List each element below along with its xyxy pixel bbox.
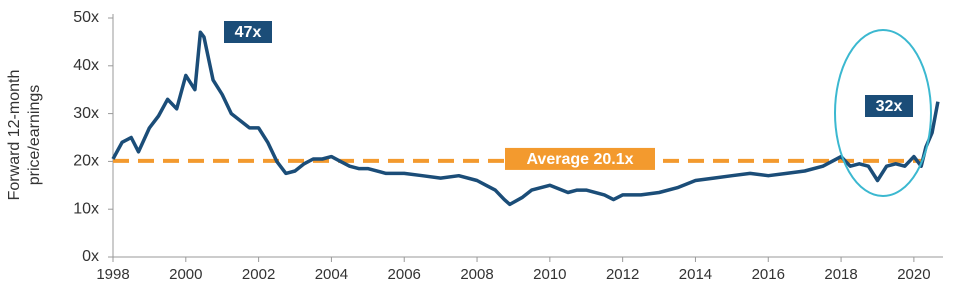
x-tick-label: 2008	[460, 266, 493, 283]
y-tick-label: 50x	[73, 9, 99, 26]
annotation-box	[224, 21, 272, 43]
x-tick-label: 2004	[315, 266, 348, 283]
y-axis-title-line: Forward 12-month	[6, 70, 23, 201]
x-tick-label: 2010	[533, 266, 566, 283]
y-tick-label: 10x	[73, 200, 99, 217]
x-tick-label: 2000	[169, 266, 202, 283]
y-tick-label: 30x	[73, 105, 99, 122]
y-axis-title: Forward 12-month price/earnings	[6, 70, 43, 201]
y-tick-label: 20x	[73, 153, 99, 170]
annotation: 32x	[876, 98, 903, 115]
x-tick-label: 2012	[606, 266, 639, 283]
x-tick-label: 1998	[96, 266, 129, 283]
y-tick-label: 0x	[82, 248, 99, 265]
x-tick-label: 2006	[388, 266, 421, 283]
y-tick-label: 40x	[73, 57, 99, 74]
reference-label-box	[505, 147, 655, 170]
highlight-circle	[834, 29, 932, 197]
x-tick-label: 2020	[897, 266, 930, 283]
data-line	[111, 30, 940, 207]
x-tick-label: 2002	[242, 266, 275, 283]
reference-label: Average 20.1x	[526, 151, 633, 168]
y-axis-title-line: price/earnings	[26, 85, 43, 186]
annotation: 47x	[235, 24, 262, 41]
annotation-box	[865, 95, 913, 117]
x-tick-label: 2014	[679, 266, 712, 283]
x-tick-label: 2016	[752, 266, 785, 283]
x-tick-label: 2018	[824, 266, 857, 283]
